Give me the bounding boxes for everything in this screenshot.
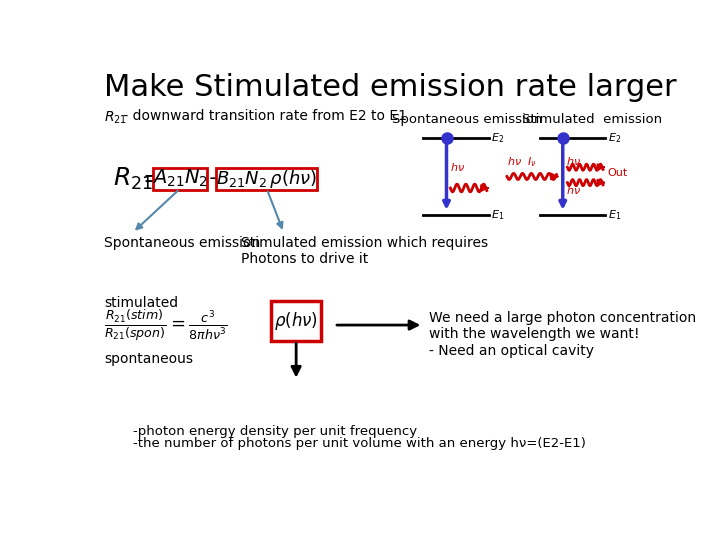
Text: stimulated: stimulated (104, 296, 178, 310)
Text: $B_{21}N_2\,\rho(h\nu)$: $B_{21}N_2\,\rho(h\nu)$ (216, 168, 318, 190)
FancyBboxPatch shape (153, 168, 207, 190)
Text: $h\nu$: $h\nu$ (566, 184, 581, 197)
Text: -the number of photons per unit volume with an energy hν=(E2-E1): -the number of photons per unit volume w… (132, 437, 585, 450)
Text: Out: Out (607, 168, 627, 178)
Text: $R_{21}$: $R_{21}$ (113, 166, 153, 192)
FancyBboxPatch shape (271, 301, 321, 341)
Text: $h\nu$  $I_\nu$: $h\nu$ $I_\nu$ (507, 156, 536, 170)
Text: $E_1$: $E_1$ (608, 208, 621, 222)
Text: - downward transition rate from E2 to E1: - downward transition rate from E2 to E1 (120, 110, 408, 124)
FancyBboxPatch shape (216, 168, 317, 190)
Text: $A_{21}N_2$: $A_{21}N_2$ (152, 168, 208, 190)
Text: $\rho(h\nu)$: $\rho(h\nu)$ (274, 310, 318, 332)
Text: $\frac{R_{21}(stim)}{R_{21}(spon)} = \frac{c^3}{8\pi h\nu^3}$: $\frac{R_{21}(stim)}{R_{21}(spon)} = \fr… (104, 308, 228, 342)
Text: $h\nu$: $h\nu$ (566, 155, 581, 167)
Text: $R_{21}$: $R_{21}$ (104, 110, 127, 126)
Text: Make Stimulated emission rate larger: Make Stimulated emission rate larger (104, 72, 677, 102)
Text: spontaneous: spontaneous (104, 352, 193, 366)
Text: -photon energy density per unit frequency: -photon energy density per unit frequenc… (132, 425, 417, 438)
Text: Stimulated emission which requires
Photons to drive it: Stimulated emission which requires Photo… (241, 236, 488, 266)
Text: We need a large photon concentration
with the wavelength we want!
- Need an opti: We need a large photon concentration wit… (429, 311, 696, 357)
Text: $E_2$: $E_2$ (492, 131, 505, 145)
Text: $E_2$: $E_2$ (608, 131, 621, 145)
Text: $E_1$: $E_1$ (492, 208, 505, 222)
Text: Spontaneous emission: Spontaneous emission (104, 236, 260, 249)
Text: =: = (143, 167, 163, 191)
Text: $h\nu$: $h\nu$ (451, 161, 465, 173)
Text: +: + (208, 169, 226, 189)
Text: Spontaneous emission: Spontaneous emission (392, 112, 543, 125)
Text: Stimulated  emission: Stimulated emission (522, 112, 662, 125)
